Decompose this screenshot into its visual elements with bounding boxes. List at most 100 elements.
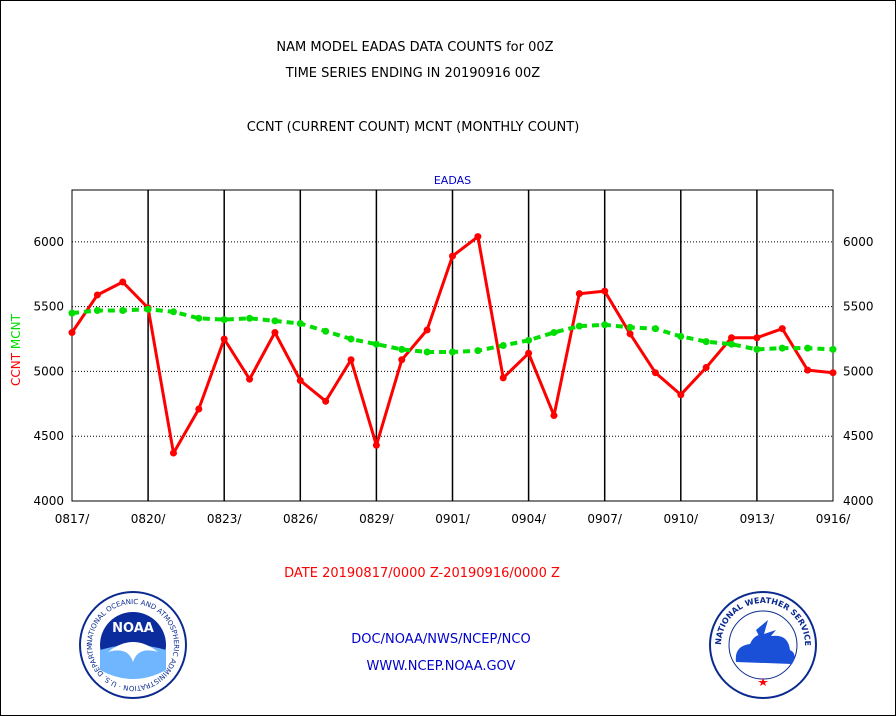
data-point-mcnt <box>778 344 786 352</box>
data-point-ccnt <box>372 441 380 449</box>
data-point-mcnt <box>626 323 634 331</box>
data-point-mcnt <box>575 322 583 330</box>
cloud-icon <box>735 634 795 664</box>
data-point-mcnt <box>474 347 482 355</box>
data-point-mcnt <box>728 340 736 348</box>
x-tick-label: 0826/ <box>283 512 319 526</box>
chart-title-line2: TIME SERIES ENDING IN 20190916 00Z <box>285 66 541 81</box>
data-point-ccnt <box>169 449 177 457</box>
data-point-mcnt <box>753 345 761 353</box>
data-point-ccnt <box>271 329 279 337</box>
data-point-ccnt <box>93 291 101 299</box>
nws-logo: NATIONAL WEATHER SERVICE <box>709 591 817 699</box>
data-point-mcnt <box>119 307 127 315</box>
chart-subtitle: CCNT (CURRENT COUNT) MCNT (MONTHLY COUNT… <box>246 120 580 135</box>
y-tick-label-left: 4500 <box>33 429 64 443</box>
data-point-mcnt <box>525 336 533 344</box>
data-point-ccnt <box>423 326 431 334</box>
data-point-ccnt <box>626 330 634 338</box>
data-point-mcnt <box>804 344 812 352</box>
x-tick-label: 0829/ <box>359 512 395 526</box>
data-point-ccnt <box>449 252 456 260</box>
data-point-mcnt <box>829 345 837 353</box>
data-point-ccnt <box>195 405 203 413</box>
data-point-ccnt <box>601 287 609 295</box>
y-axis-label-ccnt: CCNT <box>9 352 23 386</box>
data-point-ccnt <box>778 325 786 333</box>
star-icon <box>758 678 768 686</box>
x-tick-label: 0823/ <box>207 512 243 526</box>
y-tick-label-right: 4500 <box>843 429 874 443</box>
y-tick-label-left: 4000 <box>33 494 64 508</box>
noaa-bird-icon <box>108 642 158 662</box>
data-point-ccnt <box>550 411 558 419</box>
plot-title: EADAS <box>434 174 471 187</box>
y-tick-label-right: 4000 <box>843 494 874 508</box>
data-point-ccnt <box>296 376 304 384</box>
data-point-mcnt <box>499 342 507 349</box>
date-range-label: DATE 20190817/0000 Z-20190916/0000 Z <box>284 566 560 581</box>
y-tick-label-right: 5500 <box>843 300 874 314</box>
data-point-mcnt <box>271 317 279 325</box>
x-tick-label: 0907/ <box>587 512 623 526</box>
data-point-mcnt <box>93 307 101 315</box>
data-point-mcnt <box>322 327 330 335</box>
x-tick-label: 0916/ <box>816 512 852 526</box>
data-point-ccnt <box>525 349 533 357</box>
series-layer <box>68 233 837 457</box>
y-tick-label-left: 5000 <box>33 364 64 378</box>
x-tick-label: 0913/ <box>740 512 776 526</box>
data-point-mcnt <box>372 340 380 348</box>
data-point-mcnt <box>246 314 254 322</box>
y-tick-label-left: 5500 <box>33 300 64 314</box>
label-layer: 4000 4000 4500 4500 5000 5000 5500 5500 6000 6000… <box>9 174 874 526</box>
data-point-mcnt <box>550 329 558 337</box>
data-point-ccnt <box>804 366 812 374</box>
data-point-mcnt <box>601 321 609 329</box>
data-point-ccnt <box>575 290 583 298</box>
data-point-mcnt <box>195 314 203 322</box>
data-point-ccnt <box>347 356 355 364</box>
data-point-mcnt <box>296 319 304 327</box>
data-point-ccnt <box>651 369 659 377</box>
data-point-mcnt <box>144 305 152 313</box>
data-point-ccnt <box>119 278 127 286</box>
grid-layer <box>72 190 833 501</box>
x-tick-label: 0817/ <box>55 512 91 526</box>
data-point-ccnt <box>398 356 406 364</box>
y-tick-label-right: 6000 <box>843 235 874 249</box>
website-link[interactable]: WWW.NCEP.NOAA.GOV <box>366 659 516 674</box>
x-tick-label: 0820/ <box>131 512 167 526</box>
chart-title-line1: NAM MODEL EADAS DATA COUNTS for 00Z <box>276 40 554 55</box>
data-point-mcnt <box>677 332 685 340</box>
data-point-mcnt <box>423 348 431 356</box>
data-point-ccnt <box>829 369 837 377</box>
y-tick-label-right: 5000 <box>843 364 874 378</box>
lightning-icon <box>754 620 776 656</box>
data-point-ccnt <box>677 391 685 399</box>
data-point-ccnt <box>246 375 254 383</box>
data-point-mcnt <box>220 316 228 324</box>
x-tick-label: 0901/ <box>435 512 471 526</box>
data-point-ccnt <box>322 397 330 405</box>
data-point-mcnt <box>398 345 406 353</box>
noaa-logo: NATIONAL OCEANIC AND ATMOSPHERIC ADMINIS… <box>78 590 187 699</box>
data-point-ccnt <box>68 329 76 337</box>
data-point-mcnt <box>68 309 76 317</box>
y-axis-label: CCNT MCNT <box>9 313 23 386</box>
data-point-ccnt <box>728 334 736 342</box>
data-point-ccnt <box>220 335 228 343</box>
y-tick-label-left: 6000 <box>33 235 64 249</box>
data-point-mcnt <box>347 335 355 343</box>
x-tick-label: 0904/ <box>511 512 547 526</box>
data-point-ccnt <box>702 364 710 372</box>
data-point-mcnt <box>169 308 177 316</box>
axis-layer <box>71 189 834 502</box>
data-point-ccnt <box>499 374 507 382</box>
data-point-mcnt <box>449 348 456 356</box>
data-point-mcnt <box>651 325 659 333</box>
org-link[interactable]: DOC/NOAA/NWS/NCEP/NCO <box>351 632 531 647</box>
x-tick-label: 0910/ <box>664 512 700 526</box>
data-point-ccnt <box>753 334 761 342</box>
